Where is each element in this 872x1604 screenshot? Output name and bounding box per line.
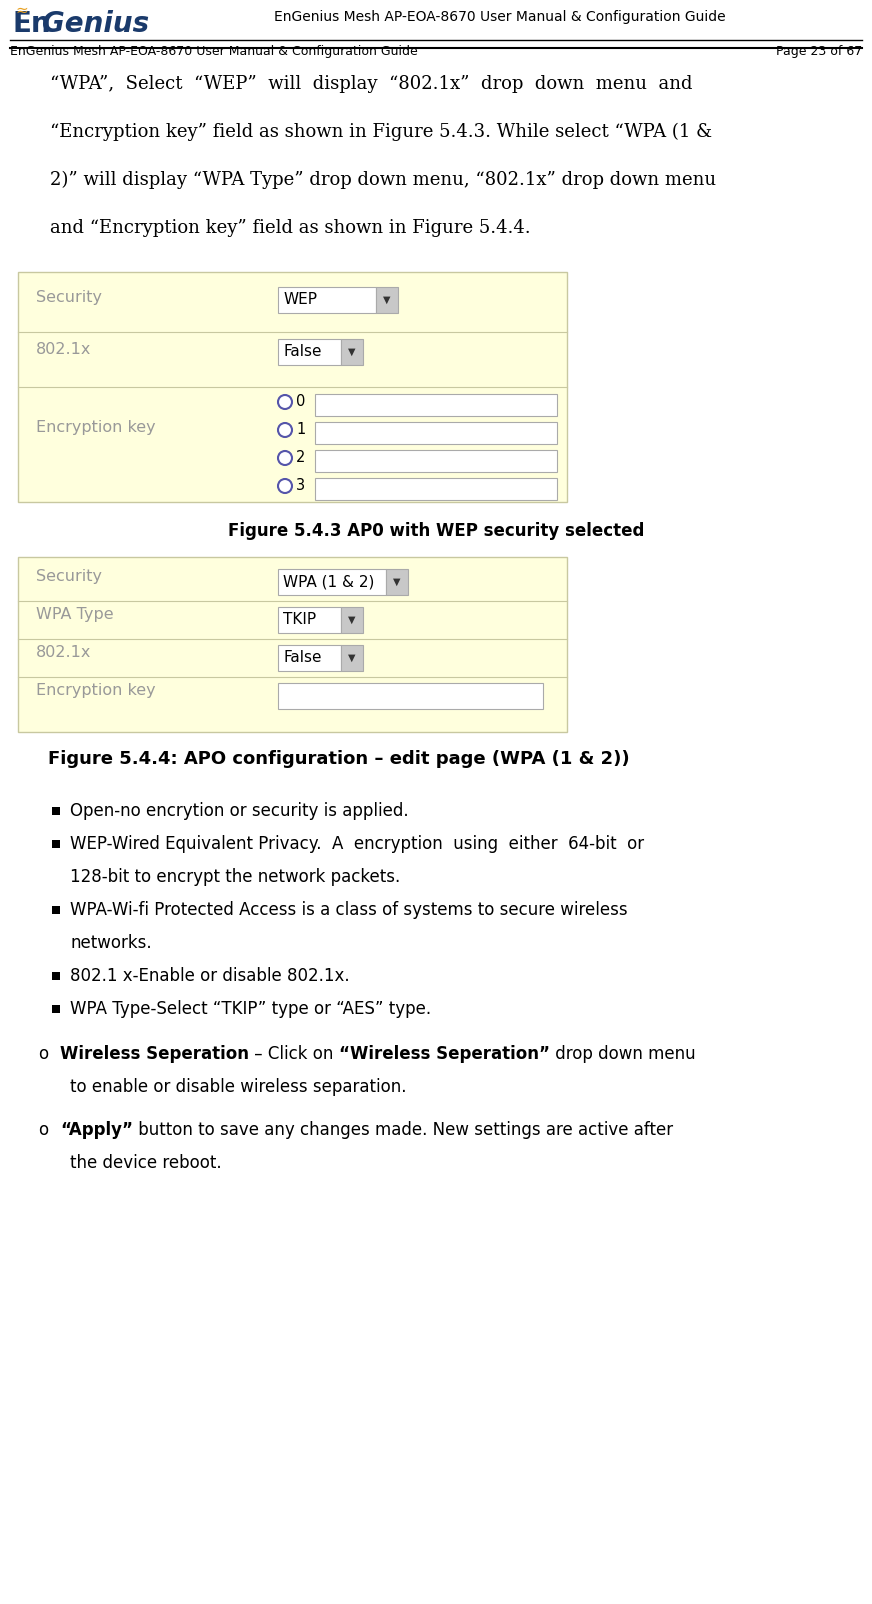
Text: WPA-Wi-fi Protected Access is a class of systems to secure wireless: WPA-Wi-fi Protected Access is a class of… [70, 901, 628, 919]
Text: ▼: ▼ [348, 346, 356, 358]
FancyBboxPatch shape [315, 451, 557, 472]
Text: Encryption key: Encryption key [36, 420, 155, 435]
Text: 3: 3 [296, 478, 305, 492]
FancyBboxPatch shape [386, 569, 408, 595]
Text: WEP: WEP [283, 292, 317, 308]
FancyBboxPatch shape [341, 338, 363, 366]
Text: o: o [38, 1044, 48, 1063]
FancyBboxPatch shape [278, 645, 341, 670]
Text: 1: 1 [296, 422, 305, 436]
Text: ▼: ▼ [384, 295, 391, 305]
Text: TKIP: TKIP [283, 613, 317, 627]
FancyBboxPatch shape [52, 807, 60, 815]
Text: ≈: ≈ [16, 3, 29, 18]
Text: 802.1x: 802.1x [36, 645, 92, 659]
Text: the device reboot.: the device reboot. [70, 1153, 221, 1173]
FancyBboxPatch shape [341, 606, 363, 634]
Text: o: o [38, 1121, 48, 1139]
FancyBboxPatch shape [341, 645, 363, 670]
Text: to enable or disable wireless separation.: to enable or disable wireless separation… [70, 1078, 406, 1096]
Text: WPA (1 & 2): WPA (1 & 2) [283, 574, 374, 590]
Text: 128-bit to encrypt the network packets.: 128-bit to encrypt the network packets. [70, 868, 400, 885]
Text: Open-no encrytion or security is applied.: Open-no encrytion or security is applied… [70, 802, 409, 820]
FancyBboxPatch shape [52, 906, 60, 914]
FancyBboxPatch shape [278, 287, 376, 313]
FancyBboxPatch shape [278, 683, 543, 709]
Text: ▼: ▼ [393, 577, 401, 587]
Text: EnGenius Mesh AP-EOA-8670 User Manual & Configuration Guide: EnGenius Mesh AP-EOA-8670 User Manual & … [10, 45, 418, 58]
Text: “Wireless Seperation”: “Wireless Seperation” [338, 1044, 549, 1063]
Text: button to save any changes made. New settings are active after: button to save any changes made. New set… [133, 1121, 673, 1139]
FancyBboxPatch shape [315, 422, 557, 444]
Text: “Encryption key” field as shown in Figure 5.4.3. While select “WPA (1 &: “Encryption key” field as shown in Figur… [50, 124, 712, 141]
Text: and “Encryption key” field as shown in Figure 5.4.4.: and “Encryption key” field as shown in F… [50, 220, 531, 237]
Circle shape [278, 480, 292, 492]
FancyBboxPatch shape [376, 287, 398, 313]
Text: 0: 0 [296, 395, 305, 409]
Text: – Click on: – Click on [249, 1044, 338, 1063]
Text: drop down menu: drop down menu [549, 1044, 695, 1063]
FancyBboxPatch shape [315, 395, 557, 415]
Text: EnGenius Mesh AP-EOA-8670 User Manual & Configuration Guide: EnGenius Mesh AP-EOA-8670 User Manual & … [274, 10, 726, 24]
Text: WPA Type: WPA Type [36, 606, 113, 622]
Text: Figure 5.4.4: APO configuration – edit page (WPA (1 & 2)): Figure 5.4.4: APO configuration – edit p… [48, 751, 630, 768]
FancyBboxPatch shape [18, 273, 567, 502]
Text: networks.: networks. [70, 934, 152, 953]
FancyBboxPatch shape [52, 840, 60, 849]
Text: ▼: ▼ [348, 614, 356, 626]
Text: False: False [283, 651, 322, 666]
Text: 2: 2 [296, 451, 305, 465]
Text: Security: Security [36, 569, 102, 584]
FancyBboxPatch shape [278, 606, 341, 634]
Circle shape [278, 423, 292, 436]
Text: False: False [283, 345, 322, 359]
FancyBboxPatch shape [315, 478, 557, 500]
FancyBboxPatch shape [278, 569, 386, 595]
FancyBboxPatch shape [52, 972, 60, 980]
Text: Genius: Genius [42, 10, 149, 38]
FancyBboxPatch shape [52, 1006, 60, 1014]
Text: Page 23 of 67: Page 23 of 67 [776, 45, 862, 58]
Text: WEP-Wired Equivalent Privacy.  A  encryption  using  either  64-bit  or: WEP-Wired Equivalent Privacy. A encrypti… [70, 836, 644, 853]
Text: 802.1x: 802.1x [36, 342, 92, 358]
Text: En: En [12, 10, 51, 38]
Text: WPA Type-Select “TKIP” type or “AES” type.: WPA Type-Select “TKIP” type or “AES” typ… [70, 999, 431, 1019]
Text: “WPA”,  Select  “WEP”  will  display  “802.1x”  drop  down  menu  and: “WPA”, Select “WEP” will display “802.1x… [50, 75, 692, 93]
Text: Encryption key: Encryption key [36, 683, 155, 698]
Circle shape [278, 395, 292, 409]
Text: ▼: ▼ [348, 653, 356, 662]
Text: 802.1 x-Enable or disable 802.1x.: 802.1 x-Enable or disable 802.1x. [70, 967, 350, 985]
Text: Figure 5.4.3 AP0 with WEP security selected: Figure 5.4.3 AP0 with WEP security selec… [228, 521, 644, 541]
Text: Security: Security [36, 290, 102, 305]
Text: Wireless Seperation: Wireless Seperation [60, 1044, 249, 1063]
Circle shape [278, 451, 292, 465]
FancyBboxPatch shape [278, 338, 341, 366]
Text: “Apply”: “Apply” [60, 1121, 133, 1139]
Text: 2)” will display “WPA Type” drop down menu, “802.1x” drop down menu: 2)” will display “WPA Type” drop down me… [50, 172, 716, 189]
FancyBboxPatch shape [18, 557, 567, 731]
